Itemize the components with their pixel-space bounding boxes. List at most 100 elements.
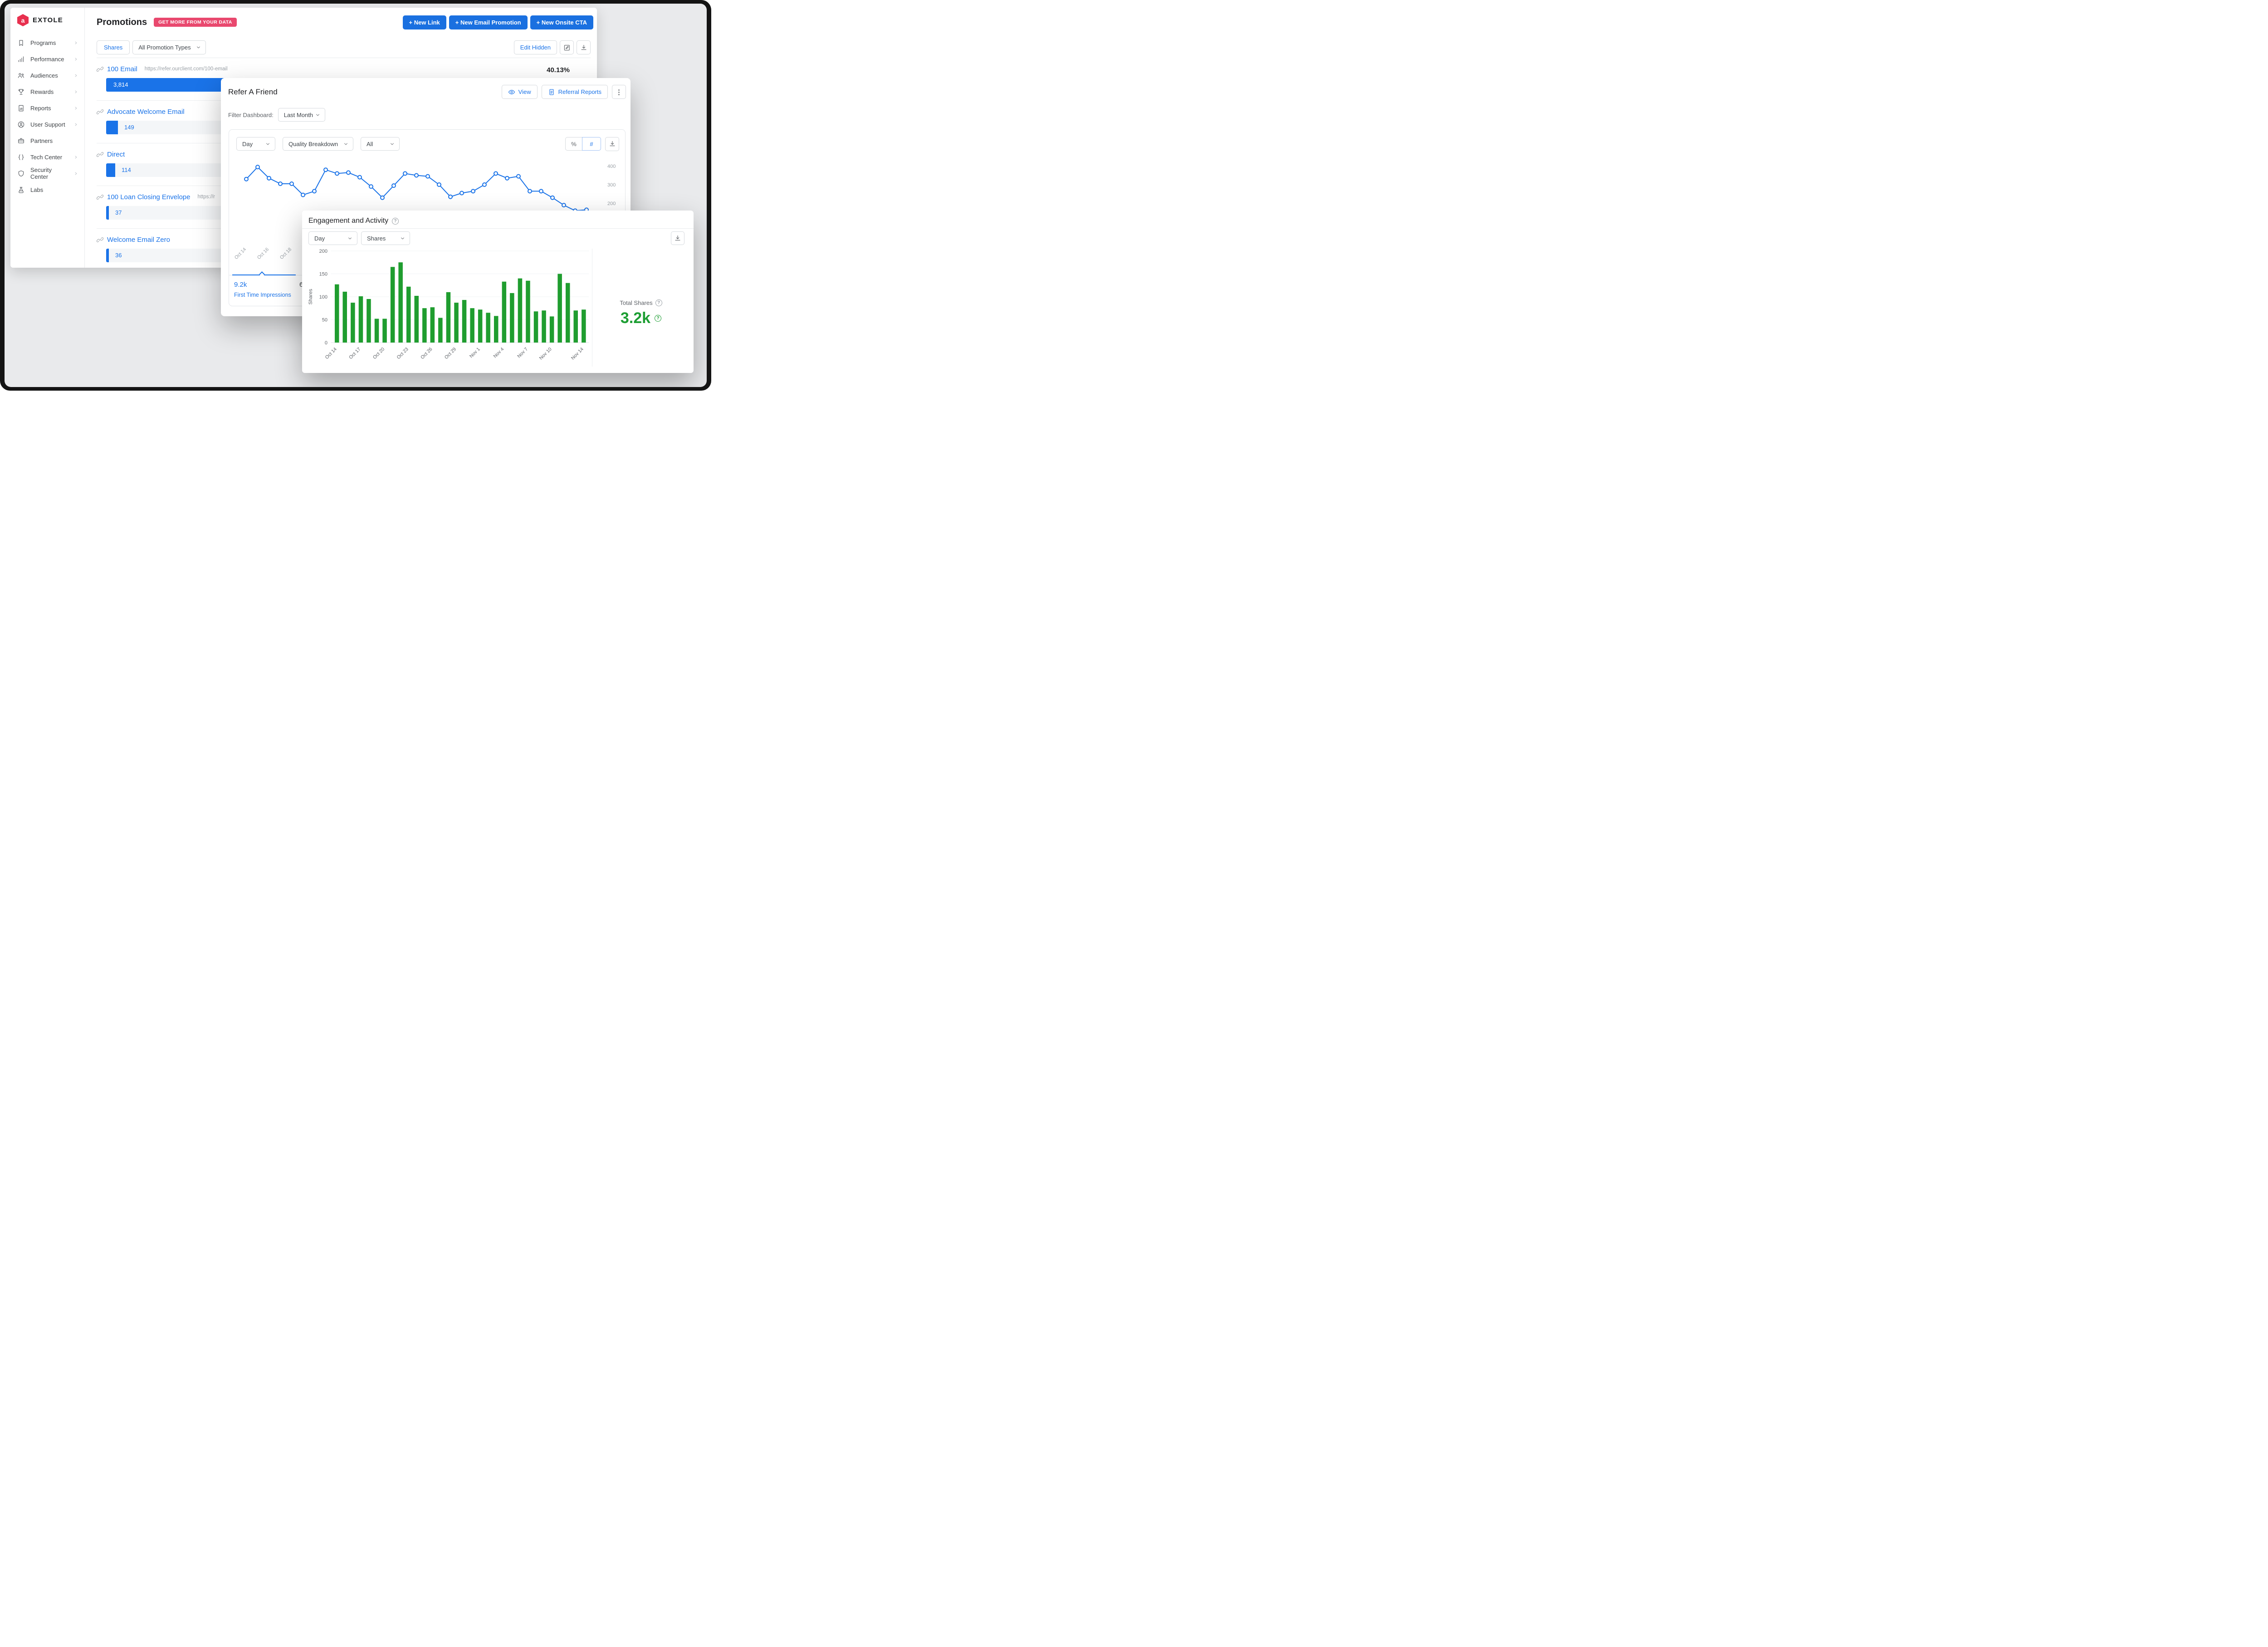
svg-text:0: 0 (325, 340, 327, 346)
interval-dropdown[interactable]: Day (236, 137, 275, 151)
help-icon[interactable]: ? (655, 299, 662, 306)
svg-text:100: 100 (319, 294, 327, 300)
chevron-down-icon (389, 141, 395, 147)
header-buttons: + New Link + New Email Promotion + New O… (402, 15, 593, 29)
dashboard-period-dropdown[interactable]: Last Month (278, 108, 325, 122)
sidebar-item-labs[interactable]: Labs (10, 181, 84, 198)
metric-first-time-impressions[interactable]: 9.2k First Time Impressions (234, 281, 291, 298)
edit-icon (563, 44, 571, 51)
sidebar-item-rewards[interactable]: Rewards (10, 83, 84, 100)
svg-text:Oct 26: Oct 26 (420, 347, 433, 360)
promotion-link[interactable]: 100 Loan Closing Envelope (107, 193, 191, 201)
promotion-link[interactable]: Welcome Email Zero (107, 235, 170, 244)
promotion-title-row: Welcome Email Zero (97, 235, 170, 244)
logo-letter: a (21, 16, 25, 24)
download-icon (609, 140, 616, 147)
download-button[interactable] (577, 40, 591, 54)
flask-icon (17, 186, 25, 194)
sidebar-item-security-center[interactable]: Security Center (10, 165, 84, 181)
sidebar-item-performance[interactable]: Performance (10, 51, 84, 67)
referral-reports-button[interactable]: Referral Reports (541, 85, 608, 99)
promotion-share-percent: 40.13% (547, 66, 570, 74)
svg-text:300: 300 (607, 182, 616, 188)
chevron-right-icon (73, 89, 79, 95)
svg-text:200: 200 (319, 249, 327, 254)
svg-text:Oct 16: Oct 16 (256, 247, 270, 260)
audiences-icon (17, 72, 25, 79)
help-icon-green[interactable]: ? (655, 315, 662, 322)
chevron-right-icon (73, 40, 79, 46)
raf-controls-right: % # (565, 137, 619, 151)
new-email-promotion-button[interactable]: + New Email Promotion (449, 15, 528, 29)
promotion-title-row: 100 Email https://refer.ourclient.com/100… (97, 64, 228, 74)
dashboard-period-value: Last Month (284, 111, 313, 118)
sidebar-item-label: Security Center (30, 167, 52, 180)
segment-dropdown[interactable]: All (361, 137, 400, 151)
promotion-title-row: 100 Loan Closing Envelope https://r (97, 192, 215, 201)
sidebar-item-user-support[interactable]: User Support (10, 116, 84, 132)
promotion-value: 3,814 (113, 81, 128, 88)
engagement-metric-value: Shares (367, 235, 386, 242)
view-button[interactable]: View (501, 85, 538, 99)
sidebar-item-tech-center[interactable]: Tech Center (10, 149, 84, 165)
raf-header: Refer A Friend View Referral Reports ⋮ (228, 84, 626, 99)
number-toggle[interactable]: # (582, 137, 601, 151)
total-shares-value: 3.2k (620, 309, 651, 327)
engagement-interval-dropdown[interactable]: Day (308, 231, 357, 245)
promotion-value: 36 (115, 252, 122, 259)
chevron-down-icon (343, 141, 349, 147)
chevron-right-icon (73, 154, 79, 160)
help-icon[interactable]: ? (392, 217, 399, 225)
chart-download-button[interactable] (605, 137, 619, 151)
sidebar-item-audiences[interactable]: Audiences (10, 67, 84, 83)
promotion-type-dropdown[interactable]: All Promotion Types (132, 40, 206, 54)
partners-icon (17, 137, 25, 145)
svg-text:Nov 7: Nov 7 (516, 347, 529, 359)
new-link-button[interactable]: + New Link (402, 15, 446, 29)
chevron-right-icon (73, 122, 79, 127)
bookmark-icon (17, 39, 25, 47)
engagement-title: Engagement and Activity (308, 217, 389, 225)
edit-button[interactable] (560, 40, 574, 54)
promotion-bar (106, 206, 109, 220)
promotion-link[interactable]: Direct (107, 150, 125, 158)
edit-hidden-button[interactable]: Edit Hidden (513, 40, 557, 54)
svg-text:Oct 14: Oct 14 (234, 247, 247, 260)
svg-text:Shares: Shares (308, 289, 313, 304)
quality-breakdown-value: Quality Breakdown (288, 140, 338, 147)
shares-filter-chip[interactable]: Shares (97, 40, 130, 54)
user-support-icon (17, 121, 25, 128)
brand-name: EXTOLE (33, 16, 63, 24)
promotion-title-row: Advocate Welcome Email (97, 107, 185, 116)
raf-title: Refer A Friend (228, 87, 278, 96)
total-shares-block: Total Shares ? 3.2k ? (593, 299, 689, 327)
first-time-impressions-label: First Time Impressions (234, 292, 291, 298)
chevron-down-icon (315, 112, 321, 118)
svg-text:Oct 14: Oct 14 (324, 347, 338, 360)
sidebar-item-reports[interactable]: Reports (10, 100, 84, 116)
new-onsite-cta-button[interactable]: + New Onsite CTA (530, 15, 593, 29)
sidebar-item-partners[interactable]: Partners (10, 132, 84, 149)
download-icon (580, 44, 587, 51)
eye-icon (508, 88, 515, 96)
shares-bar-chart: 0 50 100 150 200 Oct 14 Oct 17 Oct 20 Oct 23 Oct … (308, 249, 589, 361)
sidebar-item-programs[interactable]: Programs (10, 34, 84, 51)
link-icon (97, 194, 103, 201)
performance-icon (17, 55, 25, 63)
quality-breakdown-dropdown[interactable]: Quality Breakdown (283, 137, 353, 151)
window-frame: a EXTOLE Programs Performance Audiences Rew… (0, 0, 711, 391)
percent-toggle[interactable]: % (565, 137, 582, 151)
sidebar: a EXTOLE Programs Performance Audiences Rew… (10, 8, 85, 268)
download-icon (674, 235, 681, 242)
sidebar-item-label: Labs (30, 186, 44, 193)
promotion-link[interactable]: 100 Email (107, 65, 137, 73)
sidebar-item-label: Audiences (30, 72, 58, 79)
sidebar-item-label: Performance (30, 55, 64, 63)
engagement-download-button[interactable] (671, 231, 684, 245)
engagement-metric-dropdown[interactable]: Shares (361, 231, 410, 245)
metric-second[interactable]: 6 (299, 281, 303, 289)
divider (302, 228, 694, 229)
kebab-menu-button[interactable]: ⋮ (612, 85, 626, 99)
promotion-link[interactable]: Advocate Welcome Email (107, 108, 185, 116)
link-icon (97, 66, 103, 73)
